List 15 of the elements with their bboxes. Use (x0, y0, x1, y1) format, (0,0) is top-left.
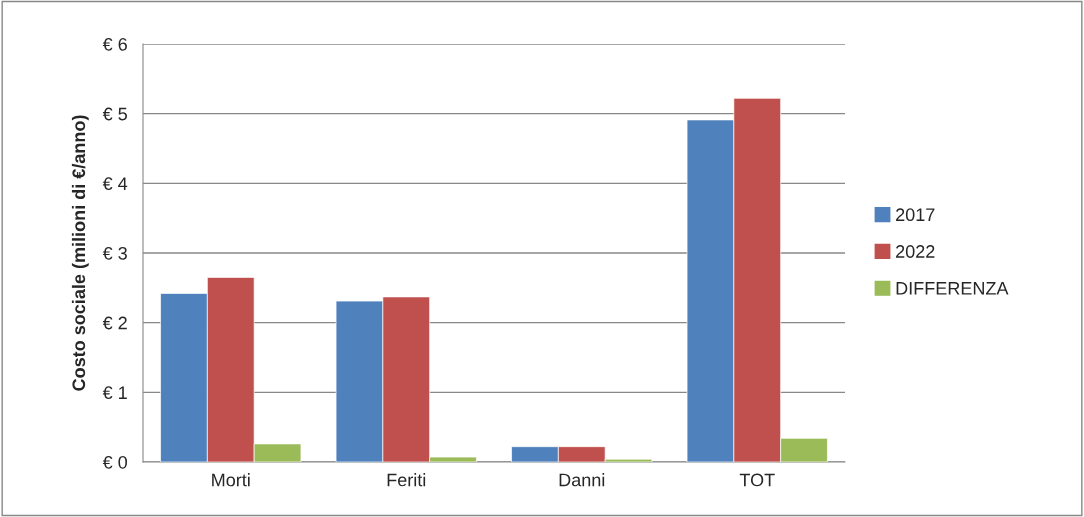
y-tick-label: € 3 (102, 246, 127, 260)
y-tick-label: € 6 (102, 37, 127, 51)
x-tick-label: Danni (559, 473, 605, 487)
legend-label: DIFFERENZA (896, 282, 1009, 295)
legend-label: 2017 (896, 208, 935, 222)
x-tick-label: Morti (212, 473, 250, 487)
y-tick-label: € 5 (102, 107, 127, 121)
y-tick-label: € 1 (102, 386, 127, 400)
y-tick-label: € 4 (102, 177, 128, 191)
legend-label: 2022 (896, 245, 935, 258)
x-tick-label: Feriti (387, 473, 426, 487)
y-tick-label: € 2 (102, 316, 127, 330)
y-tick-label: € 0 (102, 455, 128, 469)
x-tick-label: TOT (739, 473, 775, 487)
y-axis-title: Costo sociale (milioni di €/anno) (71, 115, 89, 391)
